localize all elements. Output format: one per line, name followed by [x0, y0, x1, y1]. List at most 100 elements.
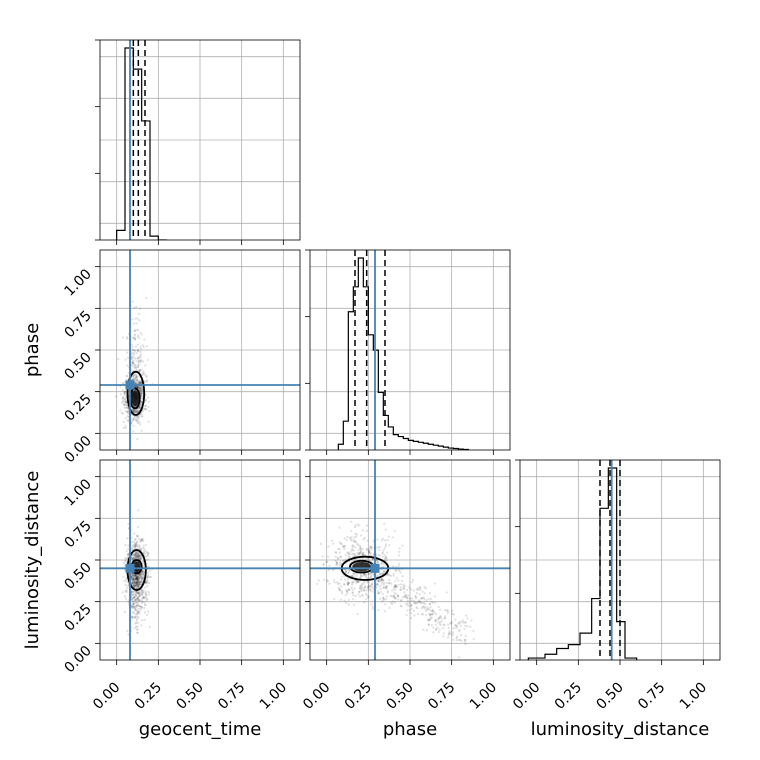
- y-tick-label: 0.75: [61, 518, 94, 551]
- sample-point: [135, 582, 138, 585]
- sample-point: [376, 583, 379, 586]
- sample-point: [351, 598, 355, 601]
- sample-point: [460, 639, 463, 642]
- sample-point: [133, 366, 136, 369]
- sample-point: [136, 597, 139, 600]
- sample-point: [382, 597, 385, 600]
- sample-point: [359, 576, 362, 579]
- sample-point: [135, 328, 138, 331]
- sample-point: [137, 525, 140, 529]
- sample-point: [131, 361, 134, 364]
- sample-point: [446, 636, 450, 639]
- sample-point: [136, 591, 139, 594]
- sample-point: [391, 600, 394, 603]
- sample-point: [121, 381, 124, 385]
- sample-point: [140, 580, 144, 584]
- sample-point: [137, 583, 140, 586]
- sample-point: [135, 587, 138, 590]
- sample-point: [148, 409, 151, 413]
- sample-point: [136, 554, 139, 557]
- sample-point: [366, 581, 369, 584]
- sample-point: [435, 627, 438, 630]
- sample-point: [135, 591, 138, 594]
- density-core: [131, 390, 139, 407]
- sample-point: [139, 413, 142, 416]
- sample-point: [136, 598, 140, 601]
- sample-point: [130, 604, 133, 608]
- sample-point: [138, 380, 141, 384]
- sample-point: [140, 624, 143, 627]
- sample-point: [131, 602, 134, 606]
- sample-point: [132, 577, 135, 581]
- sample-point: [133, 338, 136, 341]
- sample-point: [132, 580, 135, 583]
- sample-point: [337, 582, 340, 585]
- sample-point: [140, 540, 143, 543]
- sample-point: [366, 557, 369, 560]
- panels-layer: 0.00 0.25 0.50 0.75 1.000.000.250.500.751.00…: [61, 39, 721, 713]
- sample-point: [147, 400, 150, 403]
- sample-point: [140, 385, 143, 388]
- sample-point: [137, 361, 140, 364]
- sample-point: [367, 548, 371, 551]
- sample-point: [140, 392, 143, 395]
- sample-point: [123, 403, 126, 406]
- sample-point: [145, 374, 148, 378]
- sample-point: [140, 393, 143, 396]
- sample-point: [132, 557, 135, 560]
- sample-point: [131, 615, 134, 618]
- sample-point: [134, 378, 138, 381]
- sample-point: [457, 638, 460, 642]
- sample-point: [135, 554, 139, 557]
- sample-point: [139, 392, 142, 395]
- sample-point: [376, 583, 380, 586]
- sample-point: [123, 392, 126, 395]
- sample-point: [138, 370, 141, 373]
- sample-point: [136, 334, 140, 337]
- sample-point: [134, 615, 137, 618]
- sample-point: [132, 359, 135, 362]
- sample-point: [140, 538, 143, 541]
- sample-point: [132, 604, 135, 608]
- sample-point: [143, 547, 146, 551]
- sample-point: [136, 416, 139, 420]
- sample-point: [395, 597, 398, 600]
- sample-point: [454, 624, 457, 627]
- sample-point: [138, 382, 141, 385]
- sample-point: [397, 554, 401, 557]
- sample-point: [137, 580, 141, 583]
- sample-point: [380, 539, 383, 542]
- sample-point: [353, 573, 356, 576]
- sample-point: [139, 361, 142, 364]
- sample-point: [335, 561, 338, 564]
- sample-point: [427, 597, 431, 601]
- sample-point: [378, 545, 381, 549]
- sample-point: [121, 591, 124, 594]
- sample-point: [138, 591, 141, 594]
- sample-point: [138, 557, 142, 560]
- sample-point: [391, 589, 394, 592]
- sample-point: [131, 419, 134, 422]
- sample-point: [132, 575, 135, 578]
- sample-point: [438, 628, 441, 631]
- sample-point: [146, 580, 149, 584]
- sample-point: [381, 578, 384, 582]
- sample-point: [341, 575, 344, 578]
- x-tick-label: 0.50: [383, 680, 416, 713]
- sample-point: [465, 614, 468, 617]
- sample-point: [130, 547, 133, 550]
- sample-point: [131, 349, 134, 352]
- sample-point: [343, 545, 346, 548]
- sample-point: [132, 583, 135, 586]
- sample-point: [136, 420, 139, 423]
- sample-point: [347, 588, 350, 591]
- sample-point: [406, 602, 409, 605]
- sample-point: [139, 580, 143, 583]
- sample-point: [371, 583, 374, 586]
- sample-point: [456, 626, 459, 629]
- sample-point: [338, 560, 341, 563]
- sample-point: [141, 387, 144, 391]
- sample-point: [137, 557, 140, 560]
- sample-point: [469, 625, 472, 628]
- panel-frame: [519, 459, 721, 661]
